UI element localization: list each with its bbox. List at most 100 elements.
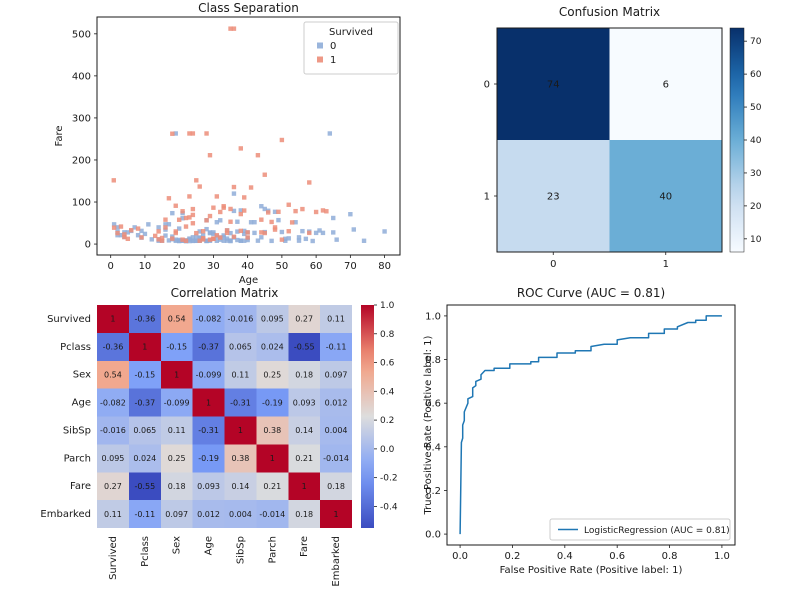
scatter-point [221, 204, 226, 209]
scatter-point [228, 206, 233, 212]
corr-cell [256, 444, 289, 473]
scatter-point [115, 230, 120, 236]
roc-plot: ROC Curve (AUC = 0.81) 0.0 0.2 0.4 0.6 0.8 1.0… [423, 286, 736, 576]
scatter-point [231, 191, 237, 196]
scatter-point [334, 237, 339, 242]
legend-marker [317, 56, 323, 63]
corr-cell-value: 0.024 [261, 343, 284, 352]
corr-cell [97, 305, 129, 333]
scatter-point [173, 131, 178, 136]
corr-cell-value: 0.25 [168, 454, 186, 463]
scatter-point [204, 131, 209, 136]
corr-cell [320, 444, 352, 473]
corr-cell-value: 0.004 [229, 510, 252, 519]
scatter-point [262, 206, 267, 212]
corr-cell [128, 360, 161, 389]
colorbar-tick-label: 0.4 [380, 387, 395, 397]
scatter-point [204, 218, 209, 223]
x-tick-label: 20 [173, 261, 186, 272]
legend-label: LogisticRegression (AUC = 0.81) [584, 526, 730, 536]
scatter-point [218, 218, 223, 223]
legend-marker [317, 42, 323, 49]
corr-cell-value: -0.014 [259, 510, 285, 519]
scatter-point [238, 211, 243, 217]
corr-cell [288, 444, 321, 473]
corr-cell [224, 444, 257, 473]
corr-cell [128, 388, 161, 417]
scatter-point [313, 209, 319, 215]
corr-cell-value: 0.21 [263, 482, 281, 491]
scatter-point [242, 195, 247, 200]
legend-box [549, 518, 731, 541]
corr-cell-value: 1 [302, 482, 307, 491]
scatter-point [118, 224, 124, 229]
y-tick-label: Sex [73, 370, 91, 381]
corr-cell [224, 500, 257, 528]
scatter-point [228, 230, 233, 236]
corr-cell-value: -0.37 [198, 343, 219, 352]
x-tick-label: 0.8 [662, 551, 678, 562]
corr-cell-value: -0.016 [100, 426, 126, 435]
legend-box [303, 21, 399, 75]
colorbar-tick-label: 20 [750, 202, 762, 212]
scatter-point [218, 235, 223, 240]
scatter-point [139, 235, 144, 240]
corr-cell-value: 0.27 [295, 315, 313, 324]
axes-frame [96, 16, 401, 256]
scatter-point [293, 220, 298, 225]
scatter-point [259, 204, 264, 209]
corr-cell-value: 0.097 [165, 510, 188, 519]
corr-cell-value: 0.012 [325, 398, 348, 407]
y-tick-label: 0.6 [425, 399, 441, 410]
scatter-point [279, 137, 285, 143]
scatter-point [228, 26, 233, 31]
scatter-point [170, 131, 175, 136]
axes-frame [446, 304, 736, 546]
scatter-point [300, 206, 305, 212]
scatter-point [231, 234, 237, 239]
scatter-point [135, 226, 141, 231]
scatter-point [180, 237, 185, 242]
y-tick-label: SibSp [63, 425, 91, 436]
corr-cell [320, 360, 352, 389]
x-tick-label: 50 [276, 261, 289, 272]
scatter-point [269, 238, 274, 244]
colorbar-tick-label: 0.6 [380, 359, 395, 369]
scatter-point [224, 238, 230, 243]
corr-cell [256, 388, 289, 417]
scatter-point [307, 230, 312, 236]
plot-title: Class Separation [198, 1, 299, 15]
scatter-point [166, 222, 172, 227]
y-tick-label: 200 [72, 155, 91, 166]
scatter-point [252, 230, 257, 236]
corr-cell-value: 0.27 [104, 482, 122, 491]
corr-cell [160, 444, 193, 473]
corr-cell-value: -0.55 [294, 343, 315, 352]
scatter-point [187, 131, 192, 136]
x-tick-label: 0.0 [452, 551, 468, 562]
scatter-point [135, 232, 141, 238]
corr-cell [256, 360, 289, 389]
x-tick-label: 1 [663, 259, 669, 270]
scatter-point [194, 230, 199, 236]
corr-cell [224, 305, 257, 333]
scatter-point [279, 229, 285, 235]
scatter-point [296, 235, 302, 240]
scatter-point [194, 178, 199, 183]
scatter-point [382, 229, 387, 234]
scatter-point [269, 219, 274, 225]
scatter-point [221, 233, 226, 238]
corr-cell-value: 1 [238, 426, 243, 435]
scatter-point [115, 225, 120, 230]
y-tick-label: 1 [484, 192, 490, 203]
scatter-point [313, 230, 319, 236]
scatter-point [173, 229, 178, 234]
scatter-point [228, 219, 233, 224]
corr-cell-value: 1 [206, 398, 211, 407]
scatter-point [173, 203, 178, 208]
corr-cell-value: 0.54 [168, 315, 186, 324]
scatter-point [214, 194, 220, 199]
roc-line [459, 315, 722, 535]
plot-title: Confusion Matrix [559, 5, 660, 19]
